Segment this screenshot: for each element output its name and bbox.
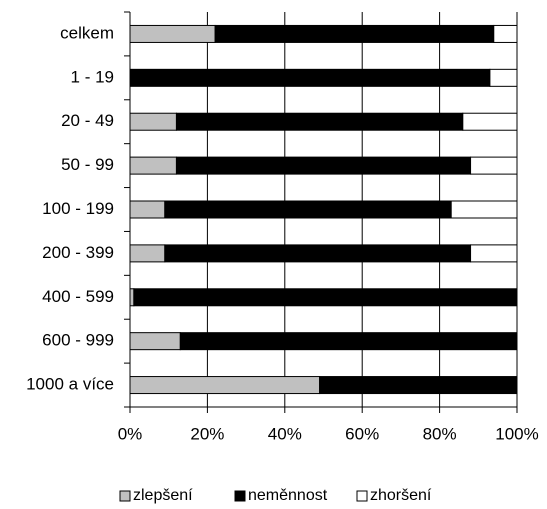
x-tick-label: 100% [495, 424, 538, 443]
bar-segment [129, 244, 166, 263]
bar-segment [129, 68, 491, 87]
bar-segment [164, 244, 472, 263]
y-tick-label: 200 - 399 [42, 243, 114, 262]
y-tick-label: 50 - 99 [61, 155, 114, 174]
legend-label: zlepšení [133, 487, 193, 504]
x-tick-label: 60% [345, 424, 379, 443]
x-tick-label: 0% [118, 424, 143, 443]
bar-segment [129, 288, 135, 307]
bar-segment [462, 112, 518, 131]
legend-swatch [234, 490, 246, 502]
y-tick-label: 1000 a více [26, 375, 114, 394]
y-tick-label: 400 - 599 [42, 287, 114, 306]
bar-segment [470, 156, 518, 175]
bar-segment [129, 376, 321, 395]
y-tick-label: 100 - 199 [42, 199, 114, 218]
x-tick-label: 80% [423, 424, 457, 443]
bar-segment [129, 332, 181, 351]
legend-label: neměnnost [248, 487, 328, 504]
bar-segment [450, 200, 518, 219]
bar-segment [319, 376, 518, 395]
bar-segment [489, 68, 518, 87]
bar-segment [129, 112, 177, 131]
legend-swatch [119, 490, 131, 502]
legend-label: zhoršení [370, 487, 432, 504]
bar-segment [164, 200, 452, 219]
y-tick-label: 20 - 49 [61, 111, 114, 130]
y-tick-label: 1 - 19 [71, 67, 114, 86]
bar-segment [175, 156, 472, 175]
y-tick-label: 600 - 999 [42, 331, 114, 350]
bar-segment [493, 24, 518, 43]
bar-segment [129, 156, 177, 175]
bar-segment [175, 112, 464, 131]
x-tick-label: 20% [190, 424, 224, 443]
legend-swatch [356, 490, 368, 502]
bar-segment [129, 200, 166, 219]
bar-segment [470, 244, 518, 263]
y-tick-label: celkem [60, 23, 114, 42]
bar-segment [129, 24, 216, 43]
bar-segment [133, 288, 518, 307]
bar-segment [214, 24, 495, 43]
bar-segment [179, 332, 518, 351]
x-tick-label: 40% [268, 424, 302, 443]
